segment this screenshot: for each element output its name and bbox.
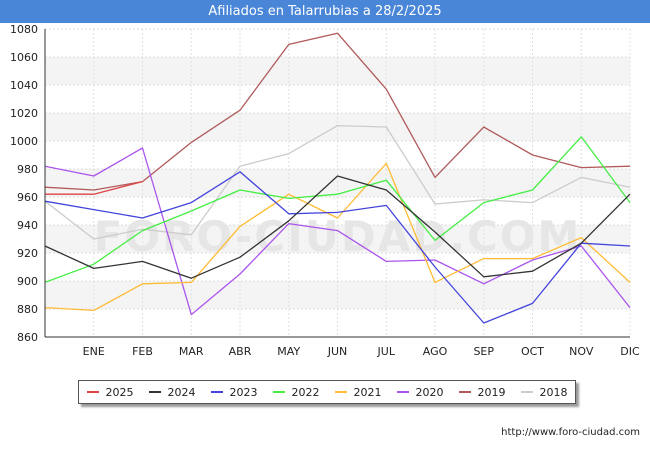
x-tick-label: DIC	[620, 345, 640, 358]
series-line-2025	[45, 180, 143, 195]
legend-item-2022: 2022	[272, 385, 320, 399]
y-tick-labels: 860 880 900 920 940 960 980 1000 1020 1040 1060 108…	[10, 23, 38, 344]
x-tick-label: ENE	[83, 345, 105, 358]
y-tick-label: 1040	[10, 79, 38, 92]
y-tick-label: 1020	[10, 107, 38, 120]
x-tick-label: OCT	[521, 345, 544, 358]
legend-label: 2018	[539, 385, 568, 399]
legend-swatch	[148, 391, 161, 393]
legend-swatch	[272, 391, 285, 393]
legend-item-2018: 2018	[520, 385, 568, 399]
x-tick-label: FEB	[132, 345, 153, 358]
legend-label: 2021	[353, 385, 382, 399]
legend: 2025 2024 2023 2022 2021 2020 2019 2018	[78, 380, 576, 404]
watermark-text: FORO-CIUDAD.COM	[94, 212, 582, 261]
legend-label: 2023	[229, 385, 258, 399]
axes	[44, 29, 630, 338]
legend-label: 2020	[415, 385, 444, 399]
chart-title: Afiliados en Talarrubias a 28/2/2025	[0, 0, 650, 23]
x-tick-label: MAY	[277, 345, 300, 358]
y-tick-label: 940	[17, 219, 38, 232]
x-tick-label: JUL	[377, 345, 396, 358]
legend-swatch	[334, 391, 347, 393]
y-tick-label: 860	[17, 331, 38, 344]
legend-swatch	[458, 391, 471, 393]
y-tick-label: 980	[17, 163, 38, 176]
watermark: FORO-CIUDAD.COM	[94, 212, 582, 261]
legend-swatch	[396, 391, 409, 393]
y-tick-label: 1000	[10, 135, 38, 148]
series-line-2018	[44, 124, 631, 240]
legend-swatch	[210, 391, 223, 393]
series-line-2024	[44, 175, 631, 279]
series-line-2021	[44, 162, 631, 312]
legend-label: 2025	[105, 385, 134, 399]
x-tick-label: AGO	[423, 345, 448, 358]
x-tick-label: ABR	[229, 345, 252, 358]
legend-label: 2019	[477, 385, 506, 399]
y-tick-label: 960	[17, 191, 38, 204]
legend-item-2023: 2023	[210, 385, 258, 399]
footer-url: http://www.foro-ciudad.com	[501, 427, 640, 438]
x-tick-label: NOV	[569, 345, 594, 358]
x-tick-label: MAR	[179, 345, 204, 358]
y-tick-label: 880	[17, 303, 38, 316]
legend-label: 2022	[291, 385, 320, 399]
series-line-2022	[44, 136, 631, 284]
legend-swatch	[86, 391, 99, 393]
legend-item-2021: 2021	[334, 385, 382, 399]
x-tick-labels: ENE FEB MAR ABR MAY JUN JUL AGO SEP OCT NOV DIC	[83, 345, 640, 358]
line-chart: FORO-CIUDAD.COM 860 880 900 920 940 960 980 100…	[10, 23, 640, 358]
series-line-2020	[44, 147, 631, 316]
legend-item-2024: 2024	[148, 385, 196, 399]
x-tick-label: JUN	[327, 345, 348, 358]
y-tick-label: 1080	[10, 23, 38, 36]
y-tick-label: 900	[17, 275, 38, 288]
legend-item-2020: 2020	[396, 385, 444, 399]
y-tick-label: 1060	[10, 51, 38, 64]
legend-item-2019: 2019	[458, 385, 506, 399]
legend-label: 2024	[167, 385, 196, 399]
x-tick-label: SEP	[473, 345, 494, 358]
series-line-2023	[44, 171, 631, 324]
legend-swatch	[520, 391, 533, 393]
series-lines	[44, 32, 631, 324]
legend-item-2025: 2025	[86, 385, 134, 399]
y-tick-label: 920	[17, 247, 38, 260]
